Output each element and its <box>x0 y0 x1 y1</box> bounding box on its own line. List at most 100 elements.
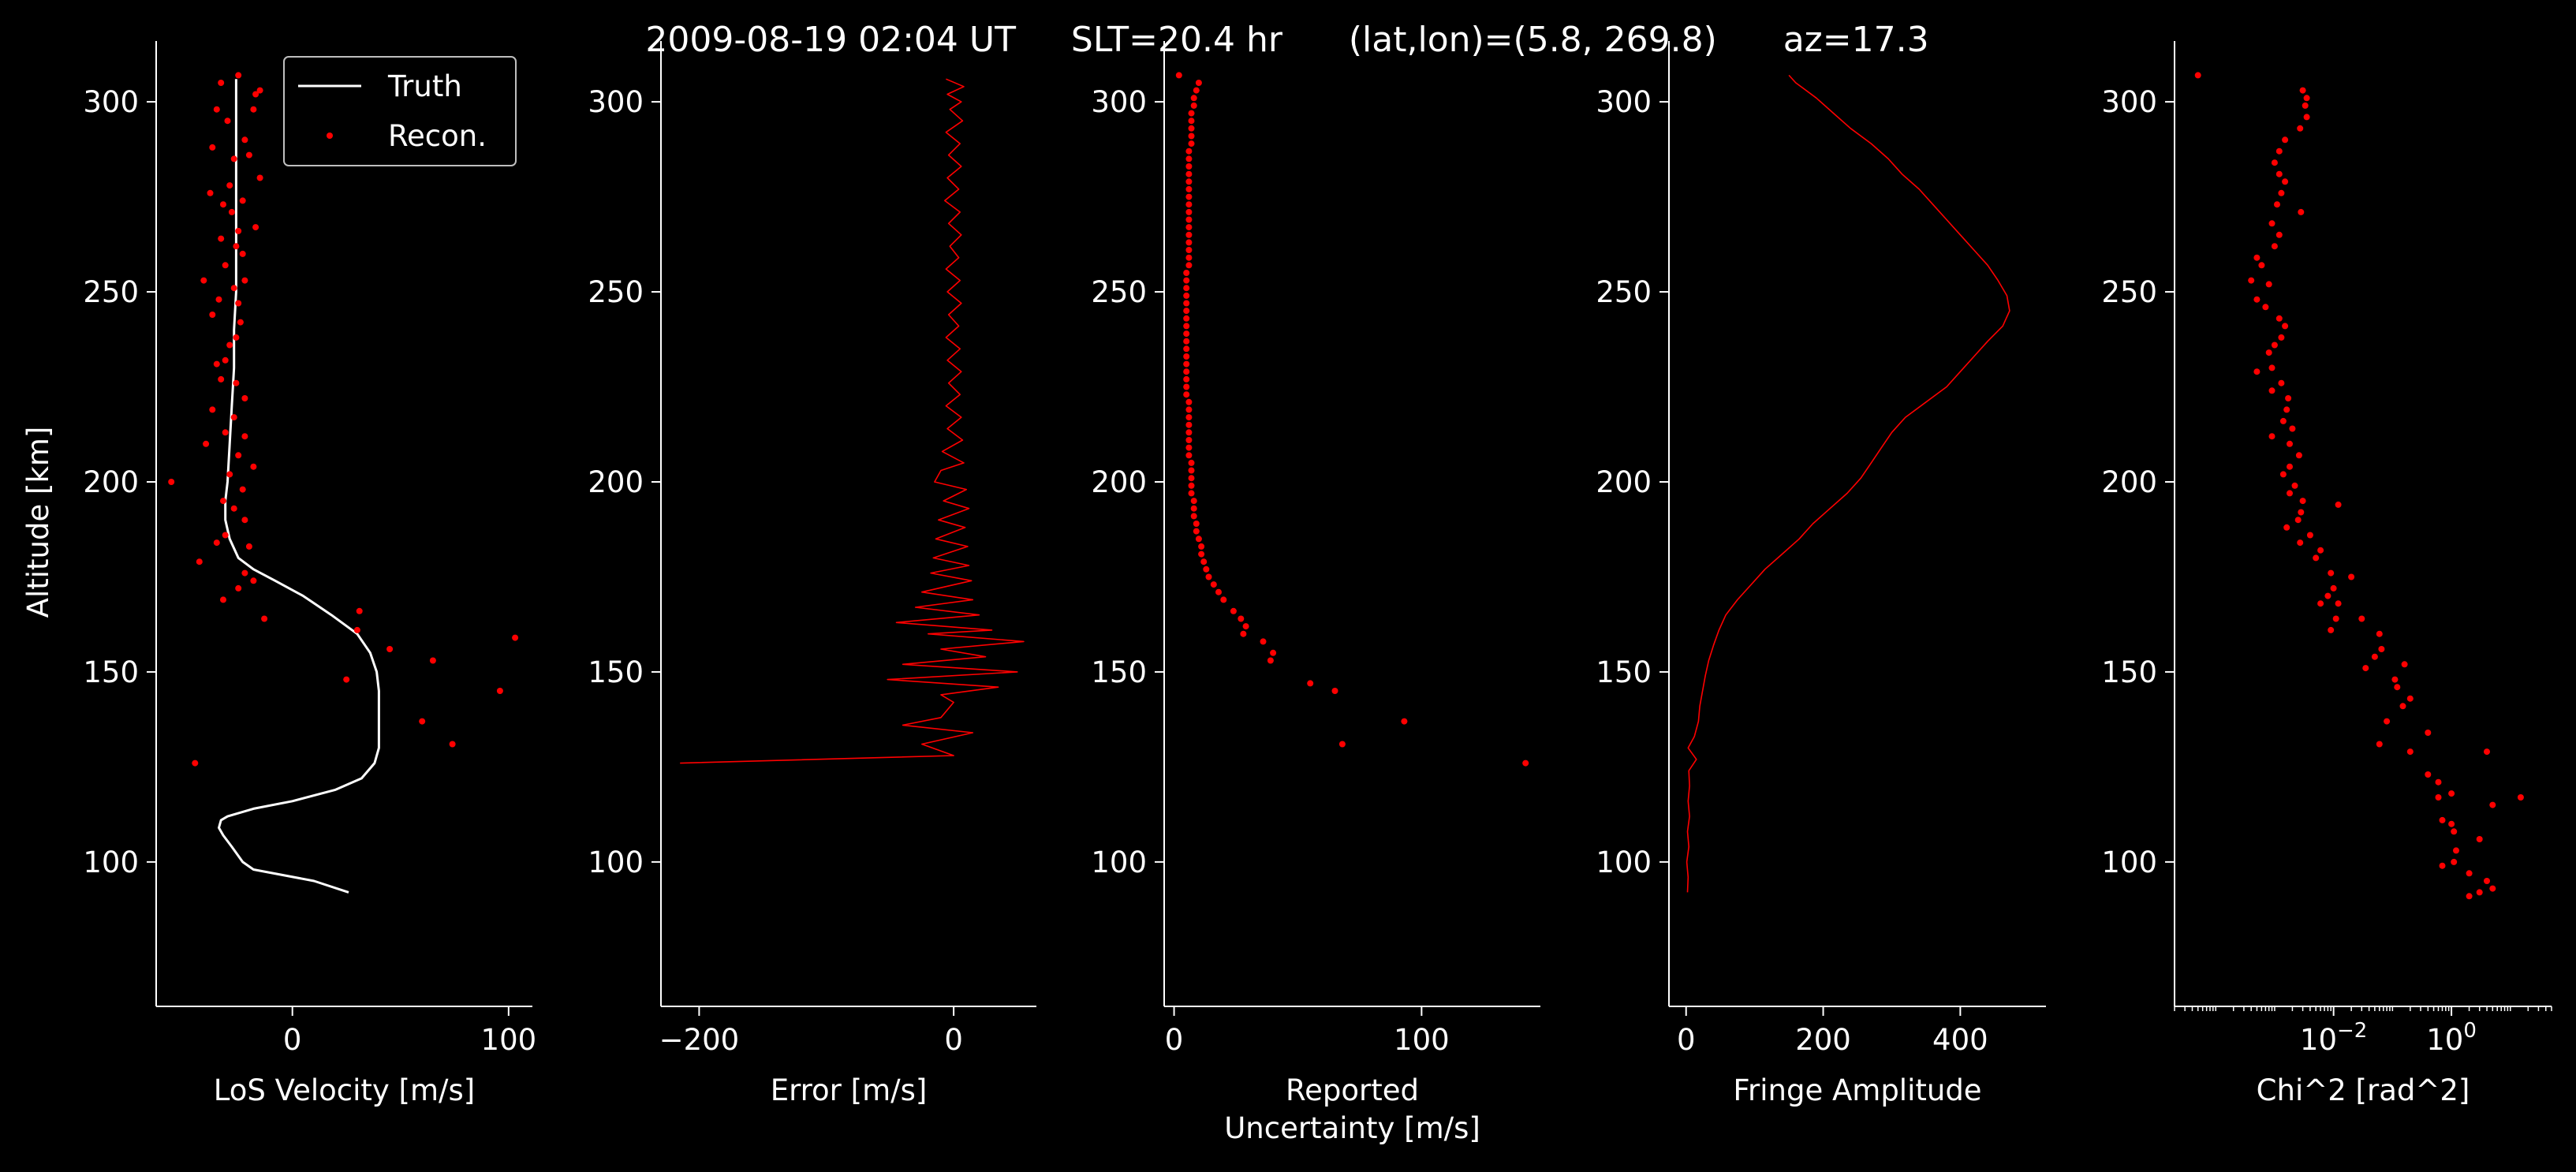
data-point <box>1188 140 1195 147</box>
data-point <box>261 615 268 622</box>
data-point <box>252 91 259 98</box>
data-point <box>237 319 244 326</box>
data-point <box>2476 889 2483 896</box>
data-point <box>1190 505 1197 512</box>
x-axis-label: LoS Velocity [m/s] <box>214 1073 475 1107</box>
series-line <box>1686 74 2010 893</box>
y-tick-label: 100 <box>588 845 644 879</box>
data-point <box>2317 547 2324 554</box>
data-point <box>222 356 229 364</box>
data-point <box>512 634 519 641</box>
data-point <box>1188 125 1195 132</box>
data-point <box>241 517 248 524</box>
data-point <box>1185 178 1193 185</box>
data-point <box>2294 517 2302 524</box>
data-point <box>2489 801 2496 808</box>
data-point <box>1188 459 1195 466</box>
data-point <box>2282 323 2289 330</box>
data-point <box>2425 730 2432 736</box>
data-point <box>2287 463 2293 470</box>
data-point <box>1183 285 1190 292</box>
y-tick-label: 300 <box>2101 85 2157 119</box>
data-point <box>2451 828 2458 835</box>
data-point <box>226 471 233 478</box>
data-point <box>233 379 240 386</box>
data-point <box>222 429 229 436</box>
data-point <box>213 539 220 547</box>
data-point <box>2295 452 2302 459</box>
data-point <box>2253 254 2261 261</box>
data-point <box>2283 524 2290 531</box>
data-point <box>1188 467 1195 474</box>
data-point <box>1185 414 1193 421</box>
data-point <box>239 486 246 493</box>
data-point <box>1242 623 1249 630</box>
data-point <box>2262 304 2269 311</box>
data-point <box>1220 596 1227 603</box>
data-point <box>233 243 240 250</box>
data-point <box>245 151 252 159</box>
data-point <box>226 182 233 189</box>
figure-title: 2009-08-19 02:04 UT SLT=20.4 hr (lat,lon… <box>645 20 1928 60</box>
x-tick-label: 100 <box>1394 1023 1450 1057</box>
data-point <box>1185 185 1193 192</box>
data-point <box>1190 95 1197 102</box>
data-point <box>241 569 248 577</box>
y-tick-label: 150 <box>83 655 139 689</box>
data-point <box>496 688 503 694</box>
y-tick-label: 250 <box>588 275 644 309</box>
data-point <box>2265 281 2272 288</box>
data-point <box>241 395 248 401</box>
truth-line <box>218 79 380 894</box>
data-point <box>1185 406 1193 413</box>
data-point <box>196 558 203 565</box>
data-point <box>2406 695 2414 702</box>
data-point <box>1185 147 1193 155</box>
data-point <box>2306 532 2313 539</box>
data-point <box>2328 569 2335 577</box>
data-point <box>2448 820 2455 827</box>
data-point <box>2268 387 2275 394</box>
data-point <box>2376 741 2383 748</box>
data-point <box>2279 471 2287 478</box>
data-point <box>215 296 222 303</box>
data-point <box>1188 490 1195 497</box>
data-point <box>2335 600 2342 607</box>
data-point <box>2439 862 2446 869</box>
x-tick-label: 200 <box>1795 1023 1851 1057</box>
data-point <box>353 626 360 633</box>
data-point <box>1522 760 1529 767</box>
data-point <box>2298 509 2305 516</box>
data-point <box>1183 277 1190 284</box>
data-point <box>241 433 248 440</box>
x-axis-label: Fringe Amplitude <box>1733 1073 1981 1107</box>
data-point <box>1183 270 1190 276</box>
data-point <box>1195 536 1202 543</box>
data-point <box>1185 247 1193 253</box>
legend: Truth Recon. <box>283 56 517 166</box>
data-point <box>1185 437 1193 443</box>
data-point <box>1185 452 1193 459</box>
x-tick-label: 0 <box>944 1023 963 1057</box>
data-point <box>2275 231 2283 238</box>
data-point <box>230 505 237 512</box>
data-point <box>218 235 225 242</box>
data-point <box>1260 638 1267 645</box>
data-point <box>2275 315 2283 322</box>
data-point <box>192 760 199 767</box>
data-point <box>220 201 226 208</box>
data-point <box>2439 816 2446 823</box>
x-axis-label: Chi^2 [rad^2] <box>2257 1073 2470 1107</box>
data-point <box>2362 665 2369 672</box>
data-point <box>2258 262 2265 269</box>
data-point <box>1185 398 1193 405</box>
y-tick-label: 250 <box>1091 275 1147 309</box>
y-tick-label: 150 <box>588 655 644 689</box>
data-point <box>2287 490 2293 497</box>
data-point <box>220 596 226 603</box>
data-point <box>1175 72 1182 79</box>
data-point <box>2297 125 2304 132</box>
